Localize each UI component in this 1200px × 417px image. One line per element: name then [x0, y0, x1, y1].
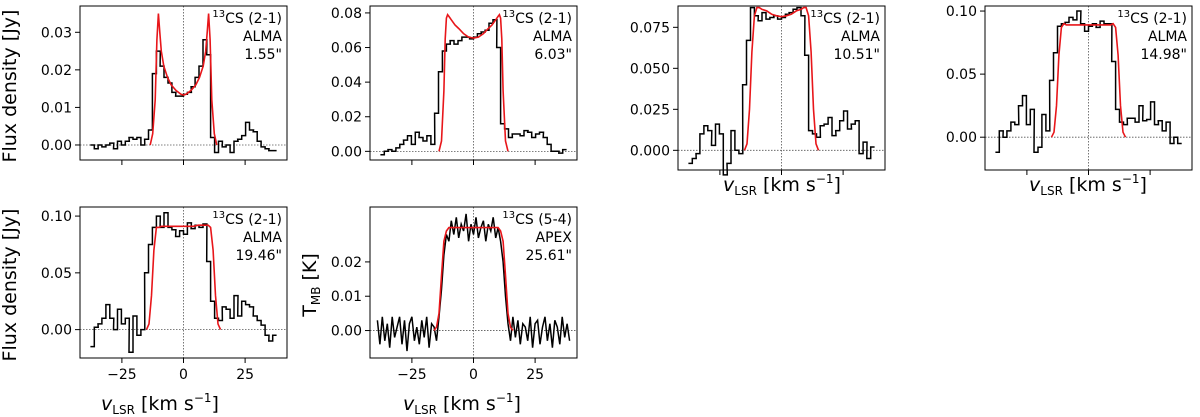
- line-label: 13CS (5-4): [502, 210, 572, 228]
- telescope-label: ALMA: [1148, 29, 1187, 45]
- observed-spectrum: [688, 6, 875, 176]
- telescope-label: ALMA: [841, 29, 880, 45]
- y-tick-label: 0.050: [630, 61, 670, 77]
- model-spectrum: [433, 226, 514, 331]
- observed-spectrum: [995, 10, 1182, 154]
- y-tick-label: 0.02: [331, 255, 362, 271]
- y-tick-label: 0.05: [946, 67, 977, 83]
- line-label: 13CS (2-1): [810, 9, 880, 27]
- x-axis-label: vLSR [km s−1]: [723, 172, 841, 198]
- y-tick-label: 0.10: [41, 209, 72, 225]
- model-spectrum: [145, 224, 222, 330]
- x-tick-label: 25: [526, 367, 544, 383]
- x-axis-label: vLSR [km s−1]: [403, 391, 521, 417]
- x-tick-label: −25: [107, 367, 137, 383]
- beam-size-label: 25.61": [525, 248, 572, 264]
- model-spectrum: [149, 13, 218, 146]
- model-spectrum: [438, 13, 509, 152]
- y-tick-label: 0.03: [41, 25, 72, 41]
- y-axis-label: TMB [K]: [299, 253, 323, 318]
- telescope-label: ALMA: [243, 29, 282, 45]
- y-tick-label: 0.000: [630, 143, 670, 159]
- x-tick-label: 0: [469, 367, 478, 383]
- y-axis-label: Flux density [Jy]: [0, 10, 21, 163]
- line-label: 13CS (2-1): [212, 9, 282, 27]
- observed-spectrum: [90, 211, 277, 354]
- telescope-label: ALMA: [243, 230, 282, 246]
- y-tick-label: 0.00: [41, 138, 72, 154]
- x-axis-label: vLSR [km s−1]: [1029, 172, 1147, 198]
- x-axis-label: vLSR [km s−1]: [101, 391, 219, 417]
- y-tick-label: 0.025: [630, 102, 670, 118]
- y-axis-label: Flux density [Jy]: [0, 209, 21, 362]
- model-spectrum: [1050, 22, 1127, 138]
- y-tick-label: 0.01: [41, 100, 72, 116]
- observed-spectrum: [380, 19, 567, 156]
- beam-size-label: 6.03": [534, 47, 572, 63]
- y-tick-label: 0.01: [331, 289, 362, 305]
- y-tick-label: 0.075: [630, 20, 670, 36]
- y-tick-label: 0.00: [331, 144, 362, 160]
- y-tick-label: 0.00: [41, 323, 72, 339]
- x-tick-label: 0: [179, 367, 188, 383]
- spectrum-panel-b: 0.00 0.02 0.04 0.06 0.08 13CS (2-1) ALMA 6.03": [331, 5, 578, 165]
- model-spectrum: [743, 6, 820, 151]
- y-tick-label: 0.05: [41, 266, 72, 282]
- line-label: 13CS (2-1): [212, 210, 282, 228]
- y-tick-label: 0.00: [946, 130, 977, 146]
- y-tick-label: 0.02: [331, 110, 362, 126]
- spectrum-panel-a: 0.00 0.01 0.02 0.03 13CS (2-1) ALMA 1.55" Flux …: [0, 5, 288, 165]
- y-tick-label: 0.10: [946, 4, 977, 20]
- beam-size-label: 10.51": [833, 47, 880, 63]
- x-tick-label: −25: [397, 367, 427, 383]
- telescope-label: APEX: [536, 230, 573, 246]
- line-label: 13CS (2-1): [502, 9, 572, 27]
- y-tick-label: 0.04: [331, 75, 362, 91]
- y-tick-label: 0.02: [41, 63, 72, 79]
- y-tick-label: 0.06: [331, 41, 362, 57]
- line-label: 13CS (2-1): [1117, 9, 1187, 27]
- beam-size-label: 14.98": [1140, 47, 1187, 63]
- y-tick-label: 0.00: [331, 324, 362, 340]
- beam-size-label: 1.55": [244, 47, 282, 63]
- spectrum-panel-e: 0.00 0.05 0.10 −25 0 25 13CS (2-1) ALMA 19.46" Fl…: [0, 206, 288, 417]
- beam-size-label: 19.46": [235, 248, 282, 264]
- x-tick-label: 25: [236, 367, 254, 383]
- spectrum-panel-c: 0.000 0.025 0.050 0.075 13CS (2-1) ALMA 10.51"…: [630, 5, 886, 198]
- telescope-label: ALMA: [533, 29, 572, 45]
- observed-spectrum: [376, 213, 571, 352]
- spectrum-panel-d: 0.00 0.05 0.10 13CS (2-1) ALMA 14.98" vLSR [km…: [946, 4, 1193, 198]
- y-tick-label: 0.08: [331, 6, 362, 22]
- spectrum-panel-f: 0.00 0.01 0.02 −25 0 25 13CS (5-4) APEX 25.61" TM…: [299, 206, 578, 417]
